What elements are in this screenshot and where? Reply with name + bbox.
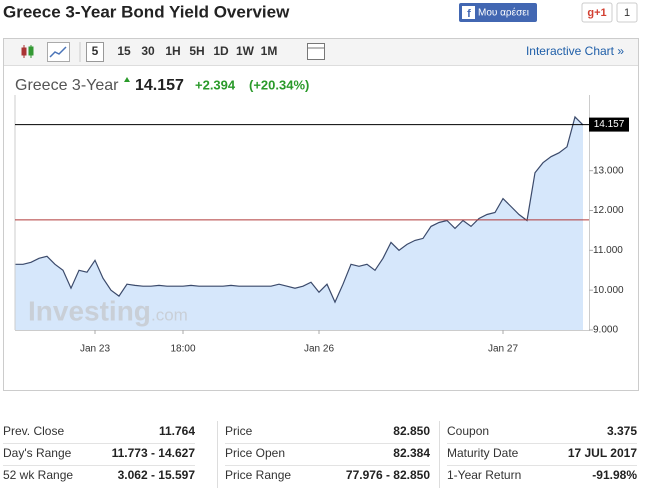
x-tick-label: 18:00 — [170, 344, 195, 355]
gplus-count-box — [616, 2, 638, 23]
title: Greece 3-Year Bond Yield Overview — [3, 2, 290, 21]
fb-icon — [462, 6, 475, 19]
stat-value: -91.98% — [592, 468, 637, 482]
period-button[interactable]: 1D — [213, 44, 229, 58]
y-tick-label: 10.000 — [593, 285, 624, 296]
gplus-label: g+1 — [587, 7, 606, 19]
stat-value: 17 JUL 2017 — [568, 446, 637, 460]
stat-value: 11.764 — [159, 424, 195, 438]
last-price-label: 14.157 — [594, 119, 625, 130]
x-tick-label: Jan 26 — [304, 344, 334, 355]
candle-icon[interactable] — [21, 45, 34, 58]
like-label: Μου αρέσει — [478, 7, 529, 19]
price-line — [15, 115, 584, 304]
stat-value: 11.773 - 14.627 — [112, 446, 196, 460]
y-tick-label: 9.000 — [593, 325, 618, 336]
quote-last: 14.157 — [135, 77, 184, 94]
y-tick-label: 11.000 — [593, 245, 623, 256]
gplus-button[interactable] — [581, 2, 613, 23]
stat-label: Coupon — [447, 424, 489, 438]
stat-value: 82.850 — [393, 424, 430, 438]
interactive-link[interactable]: Interactive Chart » — [526, 44, 624, 58]
area-fill — [15, 116, 583, 331]
area-icon-box[interactable] — [47, 42, 70, 62]
stat-value: 3.375 — [607, 424, 637, 438]
y-tick-label: 12.000 — [593, 205, 624, 216]
period-button[interactable]: 5 — [92, 44, 99, 58]
period-button[interactable]: 30 — [141, 44, 155, 58]
area-icon — [49, 46, 67, 58]
settings-icon[interactable] — [307, 43, 325, 60]
stat-value: 82.384 — [393, 446, 430, 460]
up-arrow — [124, 77, 130, 82]
period-button[interactable]: 5H — [189, 44, 204, 58]
x-tick-label: Jan 23 — [80, 344, 110, 355]
x-tick-label: Jan 27 — [488, 344, 518, 355]
last-price-box — [589, 117, 629, 132]
period-active — [86, 42, 104, 62]
watermark: Investing — [28, 295, 151, 326]
stat-label: Price Range — [225, 468, 291, 482]
stat-label: 52 wk Range — [3, 468, 73, 482]
y-tick-label: 13.000 — [593, 165, 624, 176]
watermark-suffix: .com — [151, 305, 188, 324]
period-button[interactable]: 1H — [165, 44, 180, 58]
quote-change-pct: (+20.34%) — [249, 77, 309, 92]
period-button[interactable]: 1M — [261, 44, 278, 58]
like-button[interactable] — [459, 3, 537, 22]
period-button[interactable]: 15 — [117, 44, 131, 58]
stat-label: Maturity Date — [447, 446, 519, 460]
stat-label: Prev. Close — [3, 424, 64, 438]
period-button[interactable]: 1W — [236, 44, 255, 58]
stat-value: 77.976 - 82.850 — [346, 468, 430, 482]
stat-label: Price Open — [225, 446, 285, 460]
quote-name: Greece 3-Year — [15, 77, 119, 94]
stat-label: Day's Range — [3, 446, 72, 460]
stat-value: 3.062 - 15.597 — [118, 468, 196, 482]
stat-label: Price — [225, 424, 253, 438]
quote-change: +2.394 — [195, 77, 236, 92]
gplus-count: 1 — [624, 7, 630, 19]
fb-f: f — [467, 8, 471, 20]
stat-label: 1-Year Return — [447, 468, 521, 482]
